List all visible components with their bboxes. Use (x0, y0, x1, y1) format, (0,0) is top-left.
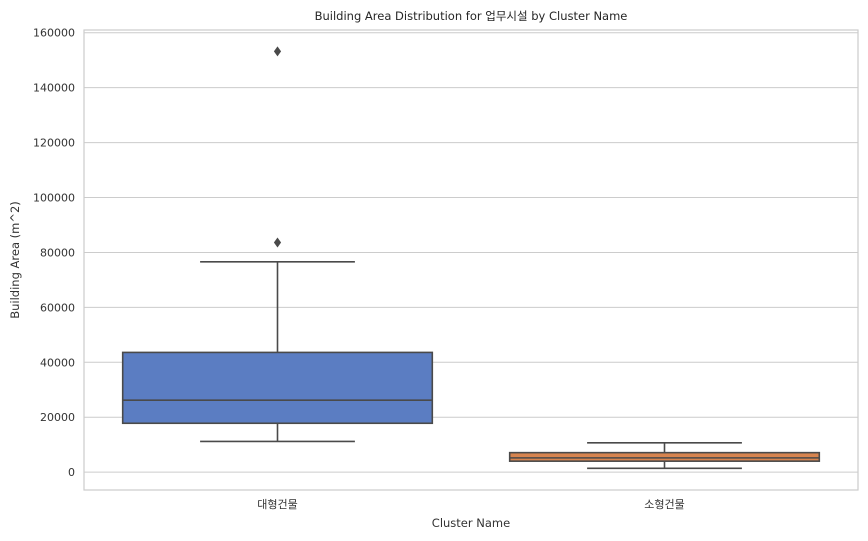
outlier-point (273, 237, 282, 248)
x-tick-labels: 대형건물 소형건물 (257, 498, 684, 511)
chart-title: Building Area Distribution for 업무시설 by C… (315, 9, 628, 23)
y-tick-label: 60000 (40, 301, 75, 314)
x-tick-label: 소형건물 (644, 498, 684, 511)
y-tick-label: 20000 (40, 411, 75, 424)
y-tick-label: 0 (68, 466, 75, 479)
y-axis-label: Building Area (m^2) (8, 201, 22, 319)
plot-frame (83, 29, 859, 491)
box-1 (121, 46, 434, 443)
outlier-point (273, 46, 282, 57)
x-axis-label: Cluster Name (432, 516, 510, 530)
box-2 (508, 441, 821, 470)
y-tick-label: 40000 (40, 356, 75, 369)
y-tick-label: 100000 (33, 192, 75, 205)
y-tick-label: 80000 (40, 246, 75, 259)
box-iqr (121, 351, 434, 425)
box-iqr (508, 451, 821, 462)
y-tick-label: 160000 (33, 27, 75, 40)
y-tick-label: 120000 (33, 137, 75, 150)
y-tick-labels: 0 20000 40000 60000 80000 100000 120000 140000 1… (33, 27, 75, 479)
box-series (121, 46, 821, 470)
x-tick-label: 대형건물 (257, 498, 297, 511)
y-tick-label: 140000 (33, 82, 75, 95)
